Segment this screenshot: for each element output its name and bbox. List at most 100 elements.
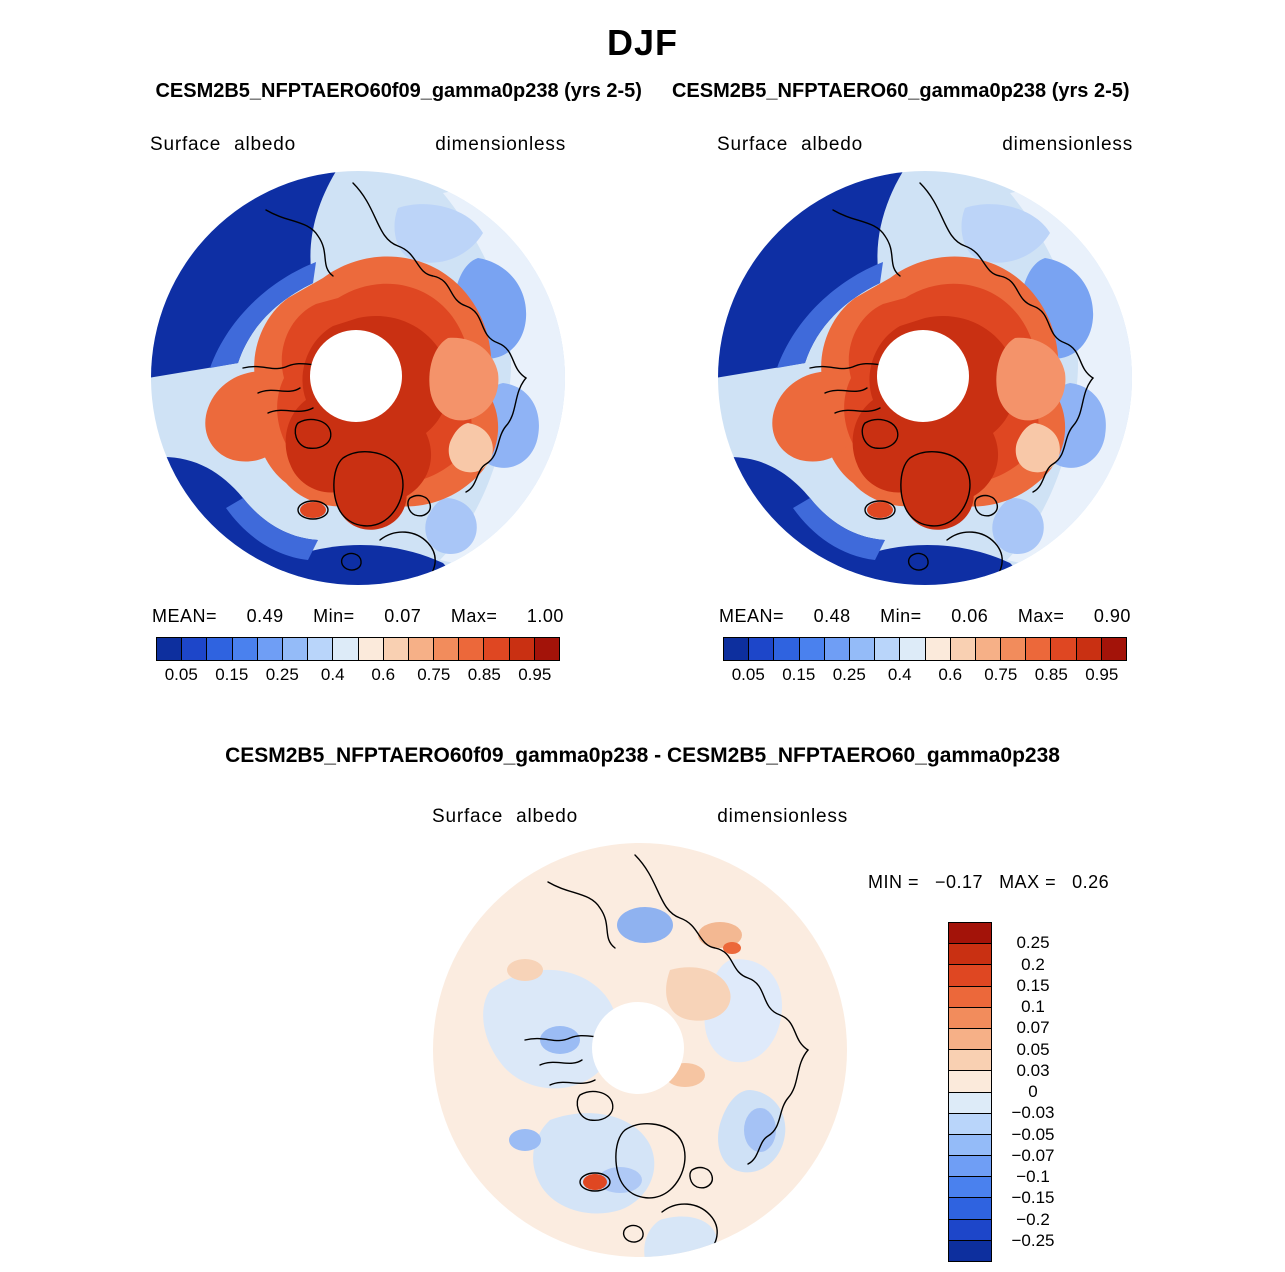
colorbar-tick-label: 0.4 <box>887 665 912 684</box>
colorbar-segment <box>949 1240 991 1261</box>
colorbar-tick-label: 0.75 <box>417 665 451 684</box>
colorbar-tick-label: 0.15 <box>1016 975 1050 995</box>
panel-left-header: Surface albedo dimensionless <box>148 134 568 156</box>
min-value: 0.07 <box>384 606 422 626</box>
colorbar-segment <box>1076 638 1102 660</box>
colorbar-tick-label: 0.6 <box>938 665 963 684</box>
colorbar-segment <box>949 1007 991 1029</box>
colorbar-segment <box>434 638 460 660</box>
colorbar-tick-label: 0.1 <box>1021 997 1045 1016</box>
colorbar-left-segments <box>156 637 560 661</box>
colorbar-segment <box>949 1050 991 1072</box>
colorbar-tick-label: 0.07 <box>1016 1018 1050 1038</box>
stats-right: MEAN= 0.48 Min= 0.06 Max= 0.90 <box>719 606 1131 627</box>
colorbar-segment <box>484 638 510 660</box>
colorbar-tick-label: 0.25 <box>265 665 299 684</box>
colorbar-segment <box>949 986 991 1008</box>
min-value: −0.17 <box>935 872 984 892</box>
colorbar-segment <box>949 1177 991 1199</box>
max-label: MAX = <box>999 872 1057 892</box>
colorbar-tick-label: 0.85 <box>467 665 501 684</box>
colorbar-segment <box>1051 638 1077 660</box>
page-title: DJF <box>606 22 678 63</box>
colorbar-tick-label: −0.03 <box>1011 1103 1055 1123</box>
colorbar-segment <box>459 638 485 660</box>
colorbar-segment <box>358 638 384 660</box>
colorbar-tick-label: 0.05 <box>731 665 765 684</box>
colorbar-segment <box>333 638 359 660</box>
max-label: Max= <box>450 606 498 626</box>
colorbar-segment <box>282 638 309 660</box>
colorbar-tick-label: −0.05 <box>1011 1124 1055 1144</box>
colorbar-tick-label: 0.25 <box>832 665 866 684</box>
colorbar-tick-label: −0.2 <box>1016 1209 1050 1229</box>
colorbar-segment <box>950 638 976 660</box>
colorbar-segment <box>1101 638 1126 660</box>
colorbar-segment <box>509 638 535 660</box>
colorbar-left-ticks: 0.05 0.15 0.25 0.4 0.6 0.75 0.85 0.95 <box>156 661 560 687</box>
colorbar-tick-label: 0.95 <box>1085 665 1119 684</box>
panel-diff-header: Surface albedo dimensionless <box>430 806 850 828</box>
diff-stats: MIN = −0.17 MAX = 0.26 <box>868 872 1109 893</box>
map-left <box>148 168 568 588</box>
max-value: 0.90 <box>1093 606 1131 626</box>
colorbar-tick-label: 0.85 <box>1034 665 1068 684</box>
colorbar-tick-label: 0 <box>1028 1082 1038 1101</box>
min-label: Min= <box>880 606 922 626</box>
subtitle-left: CESM2B5_NFPTAERO60f09_gamma0p238 (yrs 2-… <box>155 80 642 102</box>
subtitle-row: CESM2B5_NFPTAERO60f09_gamma0p238 (yrs 2-… <box>0 80 1285 103</box>
colorbar-segment <box>1026 638 1052 660</box>
colorbar-diff: 0.25 0.2 0.15 0.1 0.07 0.05 0.03 0 −0.03 −0.05 −0.… <box>948 922 1068 1262</box>
colorbar-segment <box>949 1219 991 1241</box>
colorbar-segment <box>949 1071 991 1093</box>
panel-right: Surface albedo dimensionless MEAN= 0.48 … <box>715 134 1135 687</box>
colorbar-segment <box>824 638 850 660</box>
panel-diff: Surface albedo dimensionless <box>430 806 850 1260</box>
colorbar-tick-label: 0.75 <box>984 665 1018 684</box>
units-label: dimensionless <box>717 806 848 827</box>
colorbar-segment <box>949 944 991 966</box>
colorbar-tick-label: −0.25 <box>1011 1230 1055 1250</box>
difference-title: CESM2B5_NFPTAERO60f09_gamma0p238 - CESM2… <box>225 744 1060 767</box>
colorbar-segment <box>408 638 435 660</box>
colorbar-segment <box>774 638 800 660</box>
colorbar-tick-label: 0.4 <box>320 665 345 684</box>
colorbar-segment <box>949 1134 991 1157</box>
colorbar-segment <box>383 638 409 660</box>
colorbar-diff-ticks: 0.25 0.2 0.15 0.1 0.07 0.05 0.03 0 −0.03 −0.05 −0.… <box>998 922 1068 1262</box>
mean-label: MEAN= <box>152 606 218 626</box>
panel-right-header: Surface albedo dimensionless <box>715 134 1135 156</box>
map-diff <box>430 840 850 1260</box>
mean-value: 0.49 <box>246 606 284 626</box>
colorbar-tick-label: 0.95 <box>518 665 552 684</box>
colorbar-tick-label: −0.15 <box>1011 1188 1055 1208</box>
colorbar-segment <box>949 1113 991 1135</box>
units-label: dimensionless <box>435 134 566 155</box>
max-value: 0.26 <box>1072 872 1110 892</box>
colorbar-segment <box>949 1028 991 1051</box>
colorbar-segment <box>257 638 283 660</box>
colorbar-segment <box>900 638 926 660</box>
colorbar-segment <box>1001 638 1027 660</box>
colorbar-right-segments <box>723 637 1127 661</box>
colorbar-right: 0.05 0.15 0.25 0.4 0.6 0.75 0.85 0.95 <box>723 637 1127 687</box>
colorbar-segment <box>749 638 775 660</box>
colorbar-segment <box>949 923 991 945</box>
mean-label: MEAN= <box>719 606 785 626</box>
min-label: MIN = <box>868 872 920 892</box>
colorbar-tick-label: 0.15 <box>782 665 816 684</box>
stats-left: MEAN= 0.49 Min= 0.07 Max= 1.00 <box>152 606 564 627</box>
colorbar-segment <box>949 965 991 987</box>
colorbar-diff-segments <box>948 922 992 1262</box>
max-value: 1.00 <box>526 606 564 626</box>
variable-label: Surface albedo <box>150 134 297 155</box>
colorbar-segment <box>207 638 233 660</box>
colorbar-right-ticks: 0.05 0.15 0.25 0.4 0.6 0.75 0.85 0.95 <box>723 661 1127 687</box>
colorbar-tick-label: 0.2 <box>1021 954 1045 974</box>
colorbar-tick-label: 0.03 <box>1016 1060 1050 1080</box>
colorbar-left: 0.05 0.15 0.25 0.4 0.6 0.75 0.85 0.95 <box>156 637 560 687</box>
min-label: Min= <box>313 606 355 626</box>
colorbar-tick-label: −0.1 <box>1016 1167 1050 1186</box>
colorbar-segment <box>925 638 951 660</box>
